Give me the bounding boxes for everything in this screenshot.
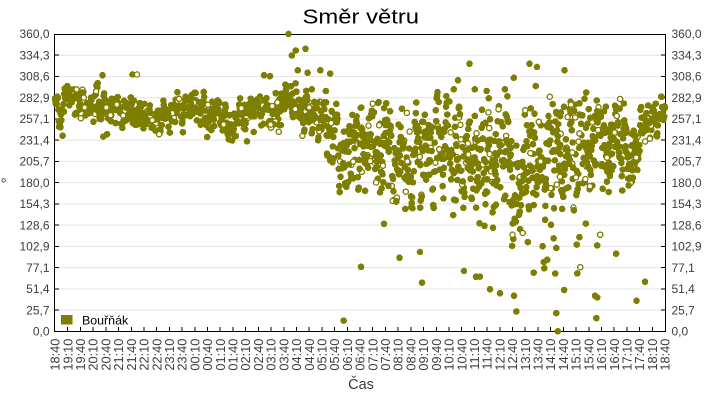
svg-text:128,6: 128,6	[19, 218, 49, 232]
svg-text:04:40: 04:40	[302, 339, 317, 371]
svg-text:16:40: 16:40	[607, 339, 622, 371]
svg-text:128,6: 128,6	[672, 218, 702, 232]
svg-text:07:40: 07:40	[378, 339, 393, 371]
svg-text:102,9: 102,9	[672, 240, 702, 254]
svg-text:14:10: 14:10	[543, 339, 558, 371]
svg-text:Směr větru: Směr větru	[303, 7, 420, 29]
svg-text:23:10: 23:10	[162, 339, 177, 371]
svg-text:°: °	[1, 176, 7, 193]
svg-text:360,0: 360,0	[672, 27, 702, 41]
svg-text:11:10: 11:10	[467, 339, 482, 370]
svg-text:05:40: 05:40	[327, 339, 342, 371]
svg-text:18:40: 18:40	[658, 339, 673, 371]
svg-text:0,0: 0,0	[672, 325, 689, 339]
svg-text:205,7: 205,7	[672, 155, 702, 169]
svg-text:02:40: 02:40	[251, 339, 266, 371]
svg-text:21:40: 21:40	[124, 339, 139, 371]
svg-text:15:40: 15:40	[581, 339, 596, 371]
svg-text:23:40: 23:40	[175, 339, 190, 371]
svg-text:08:40: 08:40	[403, 339, 418, 371]
svg-text:07:10: 07:10	[365, 339, 380, 371]
svg-text:257,1: 257,1	[19, 112, 49, 126]
svg-text:180,0: 180,0	[672, 176, 702, 190]
svg-text:22:40: 22:40	[149, 339, 164, 371]
svg-text:22:10: 22:10	[137, 339, 152, 371]
svg-text:0,0: 0,0	[33, 325, 50, 339]
svg-text:09:40: 09:40	[429, 339, 444, 371]
svg-text:13:10: 13:10	[518, 339, 533, 371]
svg-text:08:10: 08:10	[391, 339, 406, 371]
svg-text:231,4: 231,4	[672, 133, 702, 147]
svg-text:04:10: 04:10	[289, 339, 304, 371]
svg-text:06:40: 06:40	[353, 339, 368, 371]
svg-text:18:10: 18:10	[645, 339, 660, 371]
svg-text:10:40: 10:40	[454, 339, 469, 371]
svg-text:205,7: 205,7	[19, 155, 49, 169]
svg-text:21:10: 21:10	[111, 339, 126, 371]
svg-text:17:40: 17:40	[632, 339, 647, 371]
svg-text:360,0: 360,0	[19, 27, 49, 41]
svg-text:102,9: 102,9	[19, 240, 49, 254]
svg-text:12:10: 12:10	[492, 339, 507, 371]
svg-text:25,7: 25,7	[26, 303, 50, 317]
svg-text:282,9: 282,9	[19, 91, 49, 105]
svg-text:01:10: 01:10	[213, 339, 228, 371]
svg-text:13:40: 13:40	[531, 339, 546, 371]
svg-text:12:40: 12:40	[505, 339, 520, 371]
svg-text:00:40: 00:40	[200, 339, 215, 371]
svg-text:03:10: 03:10	[264, 339, 279, 371]
svg-text:15:10: 15:10	[569, 339, 584, 371]
svg-text:19:10: 19:10	[60, 339, 75, 371]
svg-text:308,6: 308,6	[672, 70, 702, 84]
svg-text:17:10: 17:10	[619, 339, 634, 371]
svg-text:Čas: Čas	[348, 376, 374, 393]
svg-text:19:40: 19:40	[73, 339, 88, 371]
svg-text:00:10: 00:10	[187, 339, 202, 371]
svg-text:14:40: 14:40	[556, 339, 571, 371]
svg-text:154,3: 154,3	[19, 197, 49, 211]
svg-text:20:10: 20:10	[86, 339, 101, 371]
svg-text:20:40: 20:40	[98, 339, 113, 371]
svg-text:10:10: 10:10	[442, 339, 457, 371]
svg-text:77,1: 77,1	[26, 261, 50, 275]
svg-text:77,1: 77,1	[672, 261, 696, 275]
svg-text:334,3: 334,3	[19, 48, 49, 62]
svg-text:154,3: 154,3	[672, 197, 702, 211]
svg-text:09:10: 09:10	[416, 339, 431, 371]
svg-text:16:10: 16:10	[594, 339, 609, 371]
svg-text:01:40: 01:40	[226, 339, 241, 371]
svg-text:51,4: 51,4	[26, 282, 50, 296]
svg-text:257,1: 257,1	[672, 112, 702, 126]
svg-text:231,4: 231,4	[19, 133, 49, 147]
svg-text:03:40: 03:40	[276, 339, 291, 371]
svg-text:11:40: 11:40	[480, 339, 495, 370]
svg-text:02:10: 02:10	[238, 339, 253, 371]
svg-text:282,9: 282,9	[672, 91, 702, 105]
svg-text:06:10: 06:10	[340, 339, 355, 371]
svg-text:308,6: 308,6	[19, 70, 49, 84]
svg-text:180,0: 180,0	[19, 176, 49, 190]
svg-text:334,3: 334,3	[672, 48, 702, 62]
svg-text:25,7: 25,7	[672, 303, 696, 317]
svg-text:05:10: 05:10	[314, 339, 329, 371]
svg-text:18:40: 18:40	[48, 339, 63, 371]
svg-text:Bouřňák: Bouřňák	[82, 313, 129, 327]
svg-text:51,4: 51,4	[672, 282, 696, 296]
